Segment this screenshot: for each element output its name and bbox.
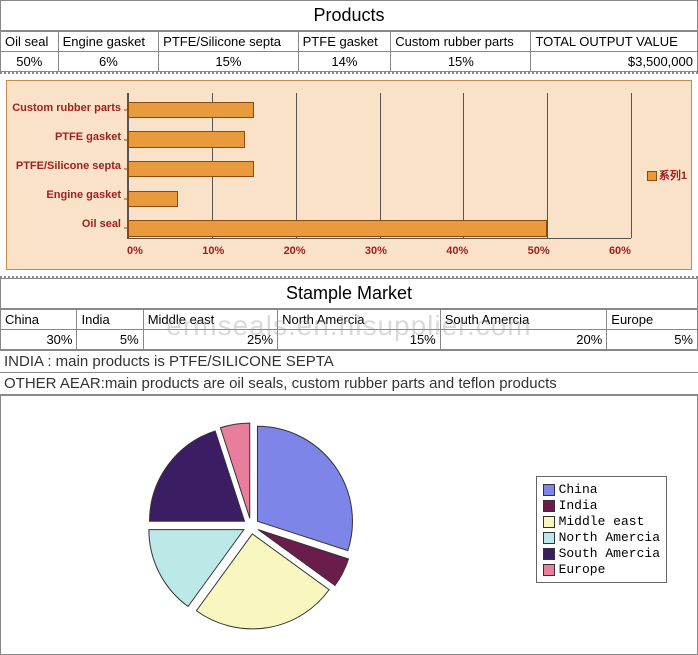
bar-axis-tick-label: 10%: [202, 245, 224, 257]
pie-chart-container: ChinaIndiaMiddle eastNorth AmerciaSouth …: [0, 395, 698, 655]
market-value-cell: 15%: [278, 330, 441, 350]
bar-axis-tick-label: 20%: [284, 245, 306, 257]
bar-legend-label: 系列1: [659, 170, 687, 182]
pie-chart: [141, 416, 381, 646]
notes-block: INDIA : main products is PTFE/SILICONE S…: [0, 350, 698, 395]
bar-segment: [128, 161, 254, 177]
bar-segment: [128, 220, 547, 236]
pie-legend-item: Middle east: [543, 514, 660, 529]
pie-slice: [257, 426, 352, 550]
products-value-cell: 15%: [159, 52, 298, 72]
products-value-cell: $3,500,000: [531, 52, 698, 72]
bar-segment: [128, 131, 245, 147]
bar-segment: [128, 102, 254, 118]
market-header-cell: South Amercia: [440, 310, 607, 330]
pie-legend-item: Europe: [543, 562, 660, 577]
pie-legend-item: India: [543, 498, 660, 513]
market-value-cell: 20%: [440, 330, 607, 350]
bar-axis-tick-label: 60%: [609, 245, 631, 257]
bar-legend-swatch: [647, 171, 657, 181]
bar-legend: 系列1: [647, 167, 687, 183]
market-header-cell: Middle east: [143, 310, 277, 330]
products-header-cell: Oil seal: [1, 32, 59, 52]
pie-legend-swatch: [543, 548, 555, 560]
products-header-cell: Engine gasket: [58, 32, 159, 52]
market-value-cell: 5%: [77, 330, 143, 350]
market-value-cell: 5%: [607, 330, 698, 350]
pie-legend-label: Europe: [559, 562, 606, 577]
products-value-cell: 6%: [58, 52, 159, 72]
pie-legend-label: China: [559, 482, 598, 497]
market-header-cell: North Amercia: [278, 310, 441, 330]
bar-chart-container: Custom rubber parts PTFE gasket PTFE/Silic…: [0, 72, 698, 278]
bar-gridline: [631, 93, 632, 238]
bar-chart: Custom rubber parts PTFE gasket PTFE/Silic…: [6, 80, 692, 270]
pie-legend-label: Middle east: [559, 514, 645, 529]
pie-legend-label: India: [559, 498, 598, 513]
pie-legend-item: China: [543, 482, 660, 497]
pie-legend-swatch: [543, 516, 555, 528]
products-header-row: Oil seal Engine gasket PTFE/Silicone sep…: [1, 32, 698, 52]
market-header-cell: India: [77, 310, 143, 330]
pie-legend-swatch: [543, 500, 555, 512]
notes-line2: OTHER AEAR:main products are oil seals, …: [0, 373, 698, 394]
market-header-cell: China: [1, 310, 77, 330]
bar-category-label: PTFE/Silicone septa: [9, 153, 125, 179]
market-title: Stample Market: [0, 278, 698, 309]
market-value-cell: 30%: [1, 330, 77, 350]
products-header-cell: Custom rubber parts: [391, 32, 531, 52]
bar-axis-tick-label: 50%: [528, 245, 550, 257]
market-header-row: China India Middle east North Amercia So…: [1, 310, 698, 330]
pie-legend-label: South Amercia: [559, 546, 660, 561]
market-value-cell: 25%: [143, 330, 277, 350]
products-value-cell: 15%: [391, 52, 531, 72]
bar-category-label: Oil seal: [9, 211, 125, 237]
bar-category-label: PTFE gasket: [9, 124, 125, 150]
products-title: Products: [0, 0, 698, 31]
bar-category-label: Custom rubber parts: [9, 95, 125, 121]
products-header-cell: PTFE gasket: [298, 32, 391, 52]
bar-axis-tick-label: 0%: [127, 245, 143, 257]
pie-legend-item: North Amercia: [543, 530, 660, 545]
pie-legend: ChinaIndiaMiddle eastNorth AmerciaSouth …: [536, 476, 667, 583]
bar-axis-tick-label: 30%: [365, 245, 387, 257]
market-header-cell: Europe: [607, 310, 698, 330]
pie-legend-item: South Amercia: [543, 546, 660, 561]
products-header-cell: TOTAL OUTPUT VALUE: [531, 32, 698, 52]
pie-legend-swatch: [543, 532, 555, 544]
products-table: Oil seal Engine gasket PTFE/Silicone sep…: [0, 31, 698, 72]
pie-legend-swatch: [543, 484, 555, 496]
pie-legend-swatch: [543, 564, 555, 576]
bar-axis-tick-label: 40%: [446, 245, 468, 257]
products-header-cell: PTFE/Silicone septa: [159, 32, 298, 52]
bar-category-label: Engine gasket: [9, 182, 125, 208]
products-value-cell: 50%: [1, 52, 59, 72]
bar-segment: [128, 191, 178, 207]
pie-legend-label: North Amercia: [559, 530, 660, 545]
market-table: China India Middle east North Amercia So…: [0, 309, 698, 350]
products-value-cell: 14%: [298, 52, 391, 72]
market-value-row: 30% 5% 25% 15% 20% 5%: [1, 330, 698, 350]
notes-line1: INDIA : main products is PTFE/SILICONE S…: [0, 351, 698, 373]
products-value-row: 50% 6% 15% 14% 15% $3,500,000: [1, 52, 698, 72]
